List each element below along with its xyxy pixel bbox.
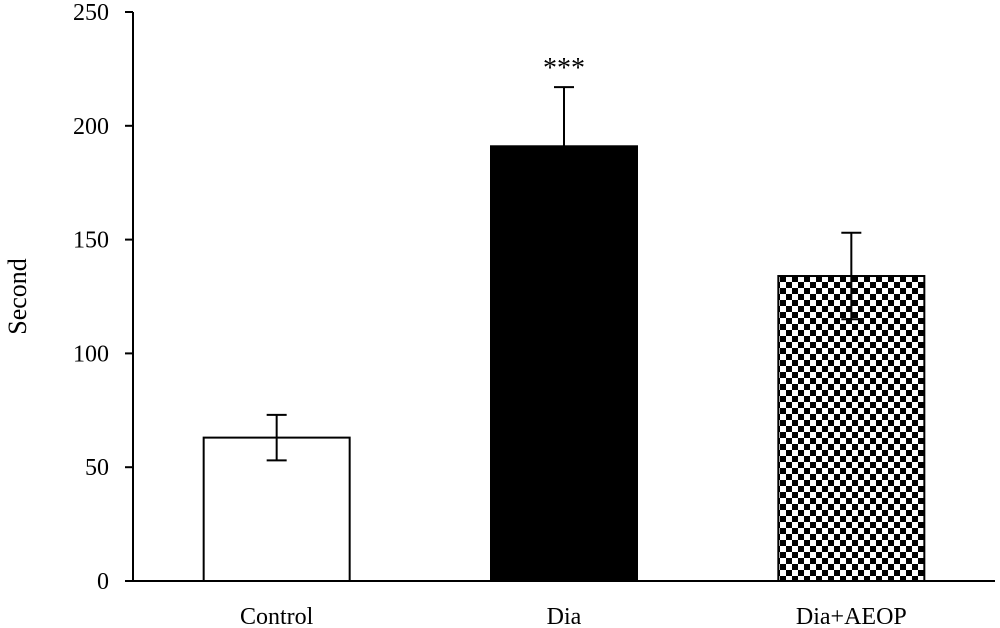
y-tick-label: 100	[73, 341, 109, 367]
y-axis-ticks: 0 50 100 150 200 250	[73, 0, 133, 595]
y-tick-label: 50	[85, 455, 109, 481]
significance-marker: ***	[543, 53, 585, 84]
bar-dia-aeop	[777, 275, 926, 582]
category-label: Dia+AEOP	[796, 604, 907, 628]
y-axis-title: Second	[3, 258, 32, 335]
annotations: ***	[543, 53, 585, 84]
category-labels: Control Dia Dia+AEOP	[240, 604, 907, 628]
category-label: Dia	[547, 604, 582, 628]
y-tick-label: 0	[97, 569, 109, 595]
error-bars	[266, 86, 862, 462]
y-tick-label: 150	[73, 228, 109, 254]
bars	[202, 145, 926, 582]
y-tick-label: 200	[73, 114, 109, 140]
bar-dia	[490, 145, 638, 582]
y-tick-label: 250	[73, 0, 109, 26]
category-label: Control	[240, 604, 314, 628]
